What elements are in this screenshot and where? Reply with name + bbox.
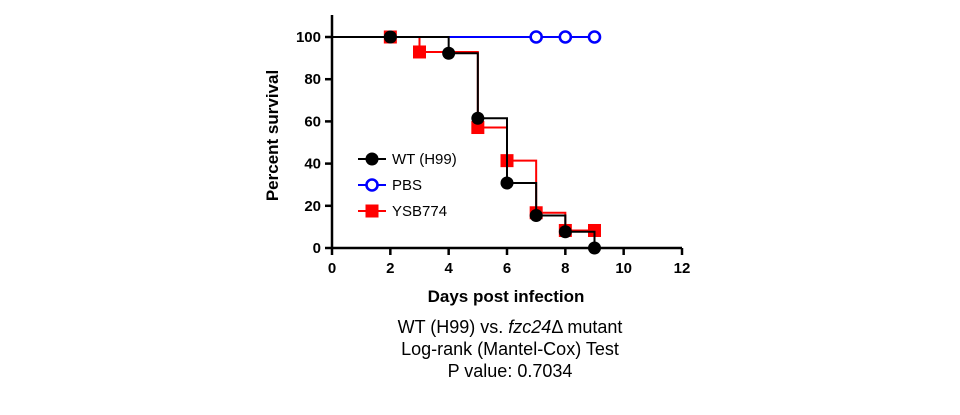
data-point bbox=[529, 30, 543, 44]
caption-gene-name: fzc24 bbox=[508, 317, 552, 337]
axes: 0 20 40 60 80 100 0 2 4 6 8 10 12 bbox=[296, 15, 690, 277]
x-tick-label: 10 bbox=[615, 260, 632, 277]
data-point bbox=[529, 209, 543, 223]
x-tick-label: 8 bbox=[561, 260, 569, 277]
x-tick-label: 4 bbox=[444, 260, 453, 277]
y-tick-label: 60 bbox=[304, 113, 321, 130]
data-point bbox=[558, 225, 572, 239]
y-tick-label: 20 bbox=[304, 198, 321, 215]
legend-label: WT (H99) bbox=[392, 151, 457, 168]
series-wt-h99 bbox=[332, 30, 601, 255]
caption-comparison: WT (H99) vs. fzc24Δ mutant bbox=[310, 316, 710, 338]
data-point bbox=[442, 46, 456, 60]
data-point bbox=[365, 204, 379, 218]
x-tick-label: 12 bbox=[674, 260, 691, 277]
data-point bbox=[383, 30, 397, 44]
y-axis-title: Percent survival bbox=[263, 70, 282, 201]
legend: WT (H99) PBS YSB774 bbox=[358, 151, 457, 220]
series-line bbox=[332, 36, 595, 232]
y-tick-label: 0 bbox=[313, 240, 321, 257]
caption: WT (H99) vs. fzc24Δ mutant Log-rank (Man… bbox=[310, 316, 710, 382]
x-axis-title: Days post infection bbox=[428, 287, 585, 306]
data-point bbox=[365, 178, 379, 192]
series-layer bbox=[332, 30, 602, 255]
y-tick-label: 100 bbox=[296, 29, 321, 46]
data-point bbox=[365, 152, 379, 166]
data-point bbox=[588, 223, 601, 237]
y-tick-label: 80 bbox=[304, 71, 321, 88]
y-tick-label: 40 bbox=[304, 156, 321, 173]
legend-item: YSB774 bbox=[358, 203, 447, 220]
caption-comparison-prefix: WT (H99) vs. bbox=[397, 317, 509, 337]
data-point bbox=[558, 30, 573, 44]
legend-label: YSB774 bbox=[392, 203, 447, 220]
data-point bbox=[500, 176, 514, 190]
legend-item: PBS bbox=[358, 177, 422, 194]
data-point bbox=[471, 111, 485, 125]
series-pbs bbox=[332, 30, 602, 44]
caption-comparison-suffix: Δ mutant bbox=[551, 317, 623, 337]
legend-label: PBS bbox=[392, 177, 422, 194]
x-tick-label: 6 bbox=[503, 260, 511, 277]
data-point bbox=[587, 30, 602, 44]
caption-p-value: P value: 0.7034 bbox=[447, 361, 573, 381]
data-point bbox=[413, 45, 426, 59]
data-point bbox=[471, 121, 485, 135]
legend-item: WT (H99) bbox=[358, 151, 457, 168]
caption-test-name: Log-rank (Mantel-Cox) Test bbox=[401, 339, 619, 359]
x-tick-label: 0 bbox=[328, 260, 336, 277]
x-tick-label: 2 bbox=[386, 260, 394, 277]
data-point bbox=[588, 241, 601, 255]
